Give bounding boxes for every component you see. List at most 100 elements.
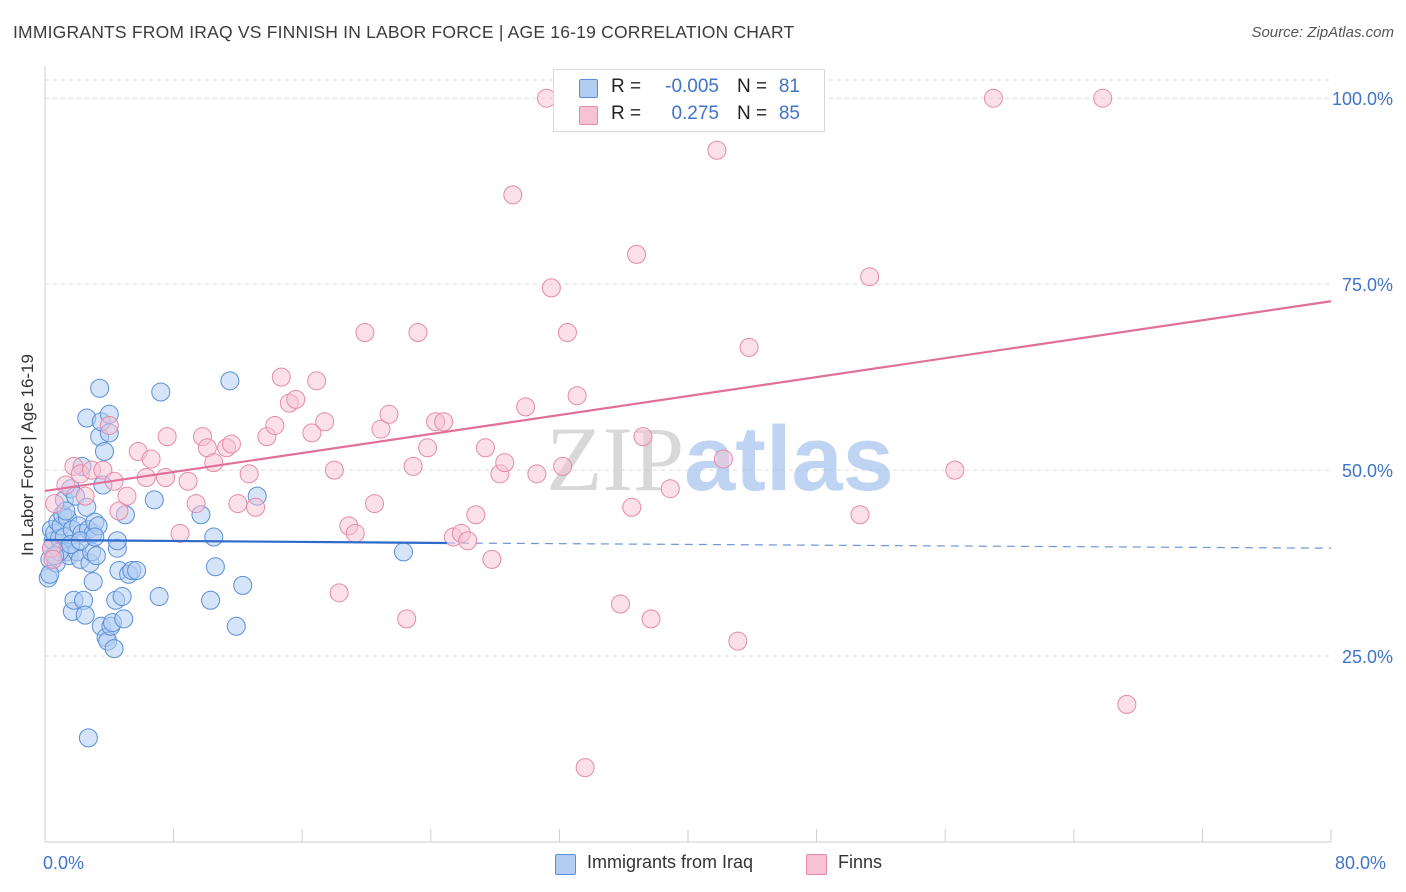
data-point-finns: [434, 412, 454, 432]
data-point-finns: [850, 505, 870, 525]
trend-line-iraq: [44, 538, 447, 545]
data-point-finns: [945, 460, 965, 480]
data-point-finns: [45, 494, 65, 514]
data-point-finns: [246, 497, 266, 517]
data-point-finns: [610, 594, 630, 614]
data-point-finns: [633, 427, 653, 447]
data-point-finns: [728, 631, 748, 651]
data-point-finns: [527, 464, 547, 484]
series-legend: Immigrants from Iraq Finns: [0, 851, 1406, 877]
data-point-finns: [482, 549, 502, 569]
y-tick-label: 100.0%: [1332, 89, 1393, 109]
data-point-finns: [204, 453, 224, 473]
data-point-finns: [186, 494, 206, 514]
r-value: 0.275: [671, 103, 719, 124]
x-tick-label-min: 0.0%: [43, 853, 85, 873]
data-point-finns: [660, 479, 680, 499]
gridlines: [45, 79, 1331, 657]
data-point-finns: [466, 505, 486, 525]
data-point-iraq: [75, 605, 95, 625]
data-point-finns: [302, 423, 322, 443]
data-point-finns: [379, 404, 399, 424]
data-point-finns: [557, 322, 577, 342]
data-point-finns: [228, 494, 248, 514]
series-finns-points: [41, 88, 1137, 778]
data-point-finns: [983, 88, 1003, 108]
finns-swatch: [579, 106, 598, 125]
y-tick-labels: 25.0% 50.0% 75.0% 100.0%: [1332, 89, 1393, 667]
data-point-finns: [371, 419, 391, 439]
data-point-finns: [418, 438, 438, 458]
y-tick-label: 75.0%: [1342, 275, 1393, 295]
data-point-finns: [157, 427, 177, 447]
y-tick-label: 50.0%: [1342, 461, 1393, 481]
data-point-finns: [365, 494, 385, 514]
legend-label-finns: Finns: [838, 852, 883, 872]
axes: [44, 66, 1332, 843]
data-point-finns: [408, 322, 428, 342]
data-point-finns: [397, 609, 417, 629]
data-point-iraq: [127, 561, 147, 581]
data-point-finns: [622, 497, 642, 517]
data-point-finns: [99, 415, 119, 435]
data-point-finns: [109, 501, 129, 521]
data-point-iraq: [149, 587, 169, 607]
data-point-iraq: [151, 382, 171, 402]
data-point-iraq: [226, 616, 246, 636]
stats-legend: R = -0.005 N = 81 R = 0.275 N = 85: [553, 69, 825, 132]
data-point-finns: [239, 464, 259, 484]
data-point-finns: [567, 386, 587, 406]
data-point-finns: [516, 397, 536, 417]
data-point-finns: [1117, 694, 1137, 714]
data-point-iraq: [94, 442, 114, 461]
data-point-finns: [458, 531, 478, 551]
data-point-finns: [56, 475, 76, 495]
series-iraq-points: [38, 371, 413, 748]
n-label: N =: [737, 76, 768, 97]
data-point-finns: [141, 449, 161, 469]
data-point-finns: [1093, 88, 1113, 108]
legend-label-iraq: Immigrants from Iraq: [587, 852, 754, 872]
data-point-finns: [286, 389, 306, 409]
data-point-iraq: [85, 527, 105, 547]
data-point-finns: [117, 486, 137, 506]
data-point-finns: [345, 523, 365, 543]
trend-line-finns: [44, 300, 1332, 493]
data-point-finns: [307, 371, 327, 391]
n-value: 81: [778, 76, 800, 97]
data-point-finns: [324, 460, 344, 480]
r-value: -0.005: [665, 76, 719, 97]
data-point-iraq: [83, 572, 103, 592]
data-point-finns: [271, 367, 291, 387]
data-point-iraq: [233, 575, 253, 595]
trend-lines: [44, 300, 1332, 545]
chart-title: IMMIGRANTS FROM IRAQ VS FINNISH IN LABOR…: [13, 22, 795, 42]
data-point-finns: [265, 415, 285, 435]
n-label: N =: [737, 103, 768, 124]
data-point-finns: [495, 453, 515, 473]
finns-legend-swatch: [806, 854, 827, 875]
x-tick-label-max: 80.0%: [1335, 853, 1387, 873]
data-point-finns: [713, 449, 733, 469]
data-point-finns: [575, 758, 595, 778]
n-value: 85: [778, 103, 800, 124]
data-point-finns: [707, 140, 727, 160]
r-label: R =: [611, 76, 642, 97]
data-point-finns: [641, 609, 661, 629]
data-point-finns: [221, 434, 241, 454]
data-point-finns: [627, 244, 647, 264]
data-point-finns: [315, 412, 335, 432]
data-point-iraq: [201, 590, 221, 610]
iraq-legend-swatch: [555, 854, 576, 875]
data-point-finns: [178, 471, 198, 491]
data-point-finns: [355, 322, 375, 342]
y-tick-label: 25.0%: [1342, 647, 1393, 667]
data-point-finns: [170, 523, 190, 543]
data-point-iraq: [204, 527, 224, 547]
data-point-finns: [403, 456, 423, 476]
r-label: R =: [611, 103, 642, 124]
data-point-finns: [739, 337, 759, 357]
data-point-iraq: [112, 587, 132, 607]
data-point-finns: [75, 486, 95, 506]
data-point-iraq: [205, 557, 225, 577]
